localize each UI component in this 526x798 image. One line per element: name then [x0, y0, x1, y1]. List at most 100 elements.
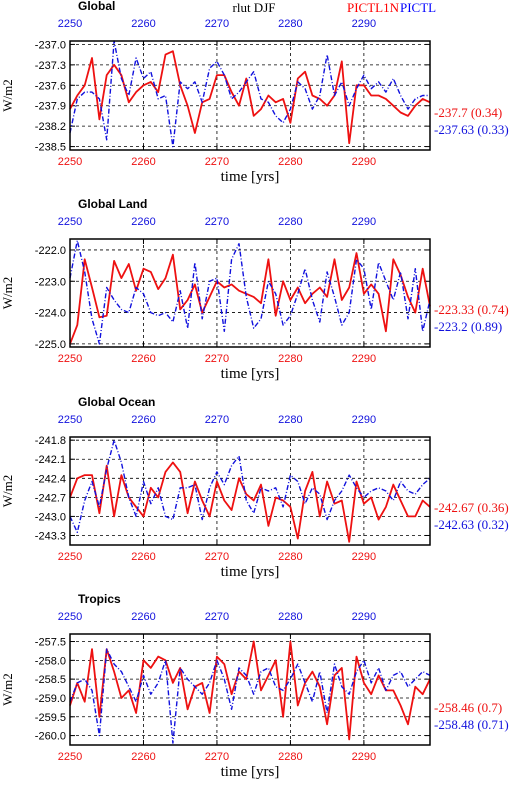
y-tick-label: -237.0: [35, 39, 66, 51]
panel-2: Global Land -222.0 -223.0 -224.0 -225.0 2250 2…: [0, 197, 509, 382]
top-tick-label: 2250: [58, 216, 82, 228]
x-tick-label: 2250: [58, 156, 82, 168]
top-tick-label: 2270: [205, 414, 229, 426]
x-tick-label: 2270: [205, 551, 229, 563]
x-axis-label: time [yrs]: [221, 764, 280, 780]
x-tick-label: 2250: [58, 353, 82, 365]
y-tick-label: -242.1: [35, 454, 66, 466]
top-tick-label: 2260: [131, 611, 155, 623]
panel-title: Tropics: [78, 592, 121, 606]
top-tick-label: 2290: [352, 611, 376, 623]
top-tick-label: 2280: [278, 18, 302, 30]
y-tick-label: -224.0: [35, 308, 66, 320]
panel-title: Global Ocean: [78, 395, 155, 409]
y-tick-label: -237.3: [35, 60, 66, 72]
y-tick-label: -237.6: [35, 80, 66, 92]
series-line-2: [69, 40, 430, 148]
series-mean-label-2: -223.2 (0.89): [434, 319, 502, 334]
y-tick-label: -259.0: [35, 693, 66, 705]
series-line-1: [69, 640, 431, 741]
legend-entry-2: PICTL: [400, 0, 436, 15]
top-tick-label: 2260: [131, 18, 155, 30]
y-axis-label: W/m2: [0, 79, 15, 112]
series-mean-label-1: -237.7 (0.34): [434, 105, 502, 120]
x-tick-label: 2260: [131, 551, 155, 563]
plot-frame: [69, 40, 431, 151]
y-tick-label: -258.0: [35, 655, 66, 667]
x-axis-label: time [yrs]: [221, 366, 280, 382]
top-tick-label: 2290: [352, 18, 376, 30]
x-tick-label: 2250: [58, 551, 82, 563]
y-tick-label: -242.7: [35, 492, 66, 504]
x-tick-label: 2260: [131, 353, 155, 365]
x-tick-label: 2250: [58, 751, 82, 763]
y-tick-label: -259.5: [35, 712, 66, 724]
x-axis-label: time [yrs]: [221, 564, 280, 580]
top-tick-label: 2250: [58, 611, 82, 623]
panel-title: Global: [78, 0, 115, 13]
x-tick-label: 2270: [205, 751, 229, 763]
legend-entry-1: PICTL1N: [347, 0, 400, 15]
y-tick-label: -257.5: [35, 637, 66, 649]
y-tick-label: -238.2: [35, 121, 66, 133]
panel-4: Tropics -257.5 -258.0 -258.5 -259.0 -259.5 -26…: [0, 592, 509, 780]
plot-frame: [69, 238, 431, 348]
top-tick-label: 2280: [278, 611, 302, 623]
y-tick-label: -260.0: [35, 731, 66, 743]
series-line-1: [69, 252, 431, 345]
top-tick-label: 2250: [58, 414, 82, 426]
x-tick-label: 2290: [352, 156, 376, 168]
y-axis-label: W/m2: [0, 277, 15, 310]
series-mean-label-2: -258.48 (0.71): [434, 717, 509, 732]
series-mean-label-1: -242.67 (0.36): [434, 500, 509, 515]
x-tick-label: 2260: [131, 156, 155, 168]
top-tick-label: 2270: [205, 216, 229, 228]
x-tick-label: 2270: [205, 156, 229, 168]
plot-frame: [69, 633, 431, 746]
panel-1: Global -237.0 -237.3 -237.6 -237.9 -238.2 -238…: [0, 0, 509, 185]
series-line-2: [69, 439, 431, 533]
x-tick-label: 2290: [352, 751, 376, 763]
y-tick-label: -258.5: [35, 674, 66, 686]
y-tick-label: -223.0: [35, 276, 66, 288]
series-line-1: [69, 461, 431, 543]
top-tick-label: 2260: [131, 414, 155, 426]
y-tick-label: -225.0: [35, 339, 66, 351]
series-mean-label-2: -237.63 (0.33): [434, 122, 509, 137]
top-tick-label: 2270: [205, 18, 229, 30]
y-tick-label: -243.0: [35, 511, 66, 523]
x-tick-label: 2290: [352, 551, 376, 563]
top-tick-label: 2280: [278, 414, 302, 426]
x-tick-label: 2280: [278, 353, 302, 365]
x-tick-label: 2280: [278, 156, 302, 168]
top-tick-label: 2260: [131, 216, 155, 228]
y-tick-label: -237.9: [35, 101, 66, 113]
x-tick-label: 2280: [278, 751, 302, 763]
y-tick-label: -241.8: [35, 435, 66, 447]
top-tick-label: 2280: [278, 216, 302, 228]
x-tick-label: 2290: [352, 353, 376, 365]
top-tick-label: 2290: [352, 414, 376, 426]
x-tick-label: 2270: [205, 353, 229, 365]
top-tick-label: 2270: [205, 611, 229, 623]
panel-title: Global Land: [78, 197, 147, 211]
plot-frame: [69, 436, 431, 546]
x-tick-label: 2260: [131, 751, 155, 763]
series-mean-label-1: -223.33 (0.74): [434, 302, 509, 317]
x-axis-label: time [yrs]: [221, 169, 280, 185]
series-line-2: [69, 239, 431, 345]
y-axis-label: W/m2: [0, 673, 15, 706]
y-tick-label: -238.5: [35, 142, 66, 154]
y-tick-label: -242.4: [35, 473, 66, 485]
y-tick-label: -243.3: [35, 530, 66, 542]
series-mean-label-2: -242.63 (0.32): [434, 517, 509, 532]
series-mean-label-1: -258.46 (0.7): [434, 700, 502, 715]
y-tick-label: -222.0: [35, 245, 66, 257]
top-tick-label: 2250: [58, 18, 82, 30]
panel-3: Global Ocean -241.8 -242.1 -242.4 -242.7 -243…: [0, 395, 509, 580]
top-tick-label: 2290: [352, 216, 376, 228]
x-tick-label: 2280: [278, 551, 302, 563]
series-line-2: [69, 648, 431, 744]
y-axis-label: W/m2: [0, 475, 15, 508]
